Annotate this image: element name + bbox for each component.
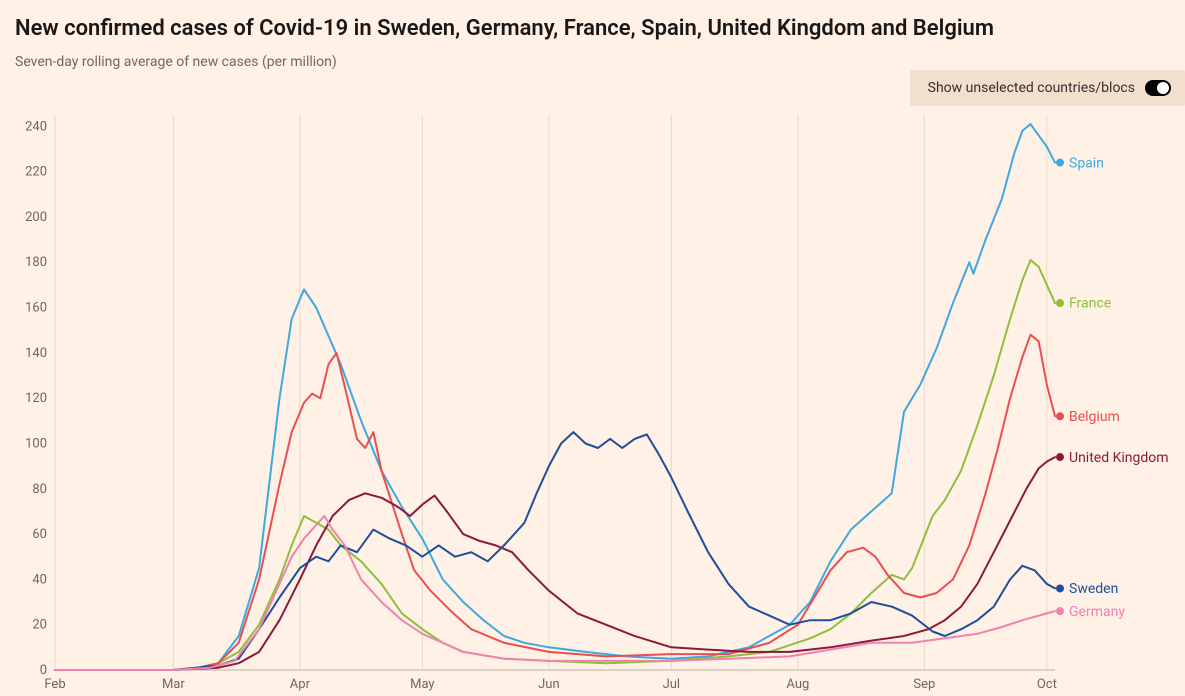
svg-text:240: 240	[25, 119, 47, 134]
svg-text:140: 140	[25, 346, 47, 361]
legend-dot-sweden	[1056, 584, 1064, 592]
svg-text:Sep: Sep	[913, 677, 935, 692]
y-axis-tick: 140	[25, 346, 47, 361]
y-axis-tick: 240	[25, 119, 47, 134]
svg-text:60: 60	[32, 527, 47, 542]
x-axis-tick: May	[410, 677, 434, 692]
y-axis-tick: 120	[25, 391, 47, 406]
x-axis-tick: Jun	[538, 677, 560, 692]
svg-text:220: 220	[25, 165, 47, 180]
legend-dot-united-kingdom	[1056, 453, 1064, 461]
series-line-belgium	[55, 335, 1055, 670]
svg-text:Oct: Oct	[1037, 677, 1057, 692]
legend-label-sweden[interactable]: Sweden	[1069, 581, 1118, 597]
y-axis-tick: 60	[32, 527, 47, 542]
svg-text:May: May	[410, 677, 434, 692]
y-axis-tick: 200	[25, 210, 47, 225]
legend-dot-spain	[1056, 159, 1064, 167]
legend-label-united-kingdom[interactable]: United Kingdom	[1069, 450, 1169, 466]
svg-text:Apr: Apr	[290, 677, 311, 692]
svg-text:100: 100	[25, 436, 47, 451]
legend-label-spain[interactable]: Spain	[1069, 155, 1104, 171]
x-axis-tick: Jul	[663, 677, 681, 692]
series-line-sweden	[55, 432, 1055, 670]
chart-plot: Feb Mar Apr May Jun Jul Aug Sep Oct 0 20 40 60 80 100 1…	[0, 0, 1185, 696]
svg-text:200: 200	[25, 210, 47, 225]
legend-dot-france	[1056, 299, 1064, 307]
svg-text:180: 180	[25, 255, 47, 270]
svg-text:Feb: Feb	[44, 677, 65, 692]
series-line-france	[55, 260, 1055, 670]
x-axis-tick: Mar	[162, 677, 185, 692]
legend-dot-belgium	[1056, 412, 1064, 420]
x-axis-tick: Feb	[44, 677, 65, 692]
y-axis-tick: 100	[25, 436, 47, 451]
y-axis-tick: 0	[40, 663, 47, 678]
y-axis-tick: 220	[25, 165, 47, 180]
svg-text:Mar: Mar	[162, 677, 185, 692]
legend-label-germany[interactable]: Germany	[1069, 604, 1125, 620]
svg-text:Jun: Jun	[538, 677, 560, 692]
svg-text:120: 120	[25, 391, 47, 406]
series-line-united-kingdom	[55, 457, 1055, 670]
x-axis-tick: Sep	[913, 677, 935, 692]
legend-label-belgium[interactable]: Belgium	[1069, 409, 1120, 425]
x-axis-tick: Apr	[290, 677, 311, 692]
x-axis-tick: Oct	[1037, 677, 1057, 692]
series-line-spain	[55, 124, 1055, 670]
legend-dot-germany	[1056, 607, 1064, 615]
svg-text:Jul: Jul	[663, 677, 681, 692]
y-axis-tick: 40	[32, 572, 47, 587]
y-axis-tick: 180	[25, 255, 47, 270]
svg-text:40: 40	[32, 572, 47, 587]
y-axis-tick: 80	[32, 482, 47, 497]
legend-label-france[interactable]: France	[1069, 296, 1111, 312]
y-axis-tick: 20	[32, 618, 47, 633]
svg-text:160: 160	[25, 301, 47, 316]
svg-text:20: 20	[32, 618, 47, 633]
x-axis-tick: Aug	[786, 677, 809, 692]
svg-text:80: 80	[32, 482, 47, 497]
svg-text:0: 0	[40, 663, 47, 678]
svg-text:Aug: Aug	[786, 677, 809, 692]
y-axis-tick: 160	[25, 301, 47, 316]
